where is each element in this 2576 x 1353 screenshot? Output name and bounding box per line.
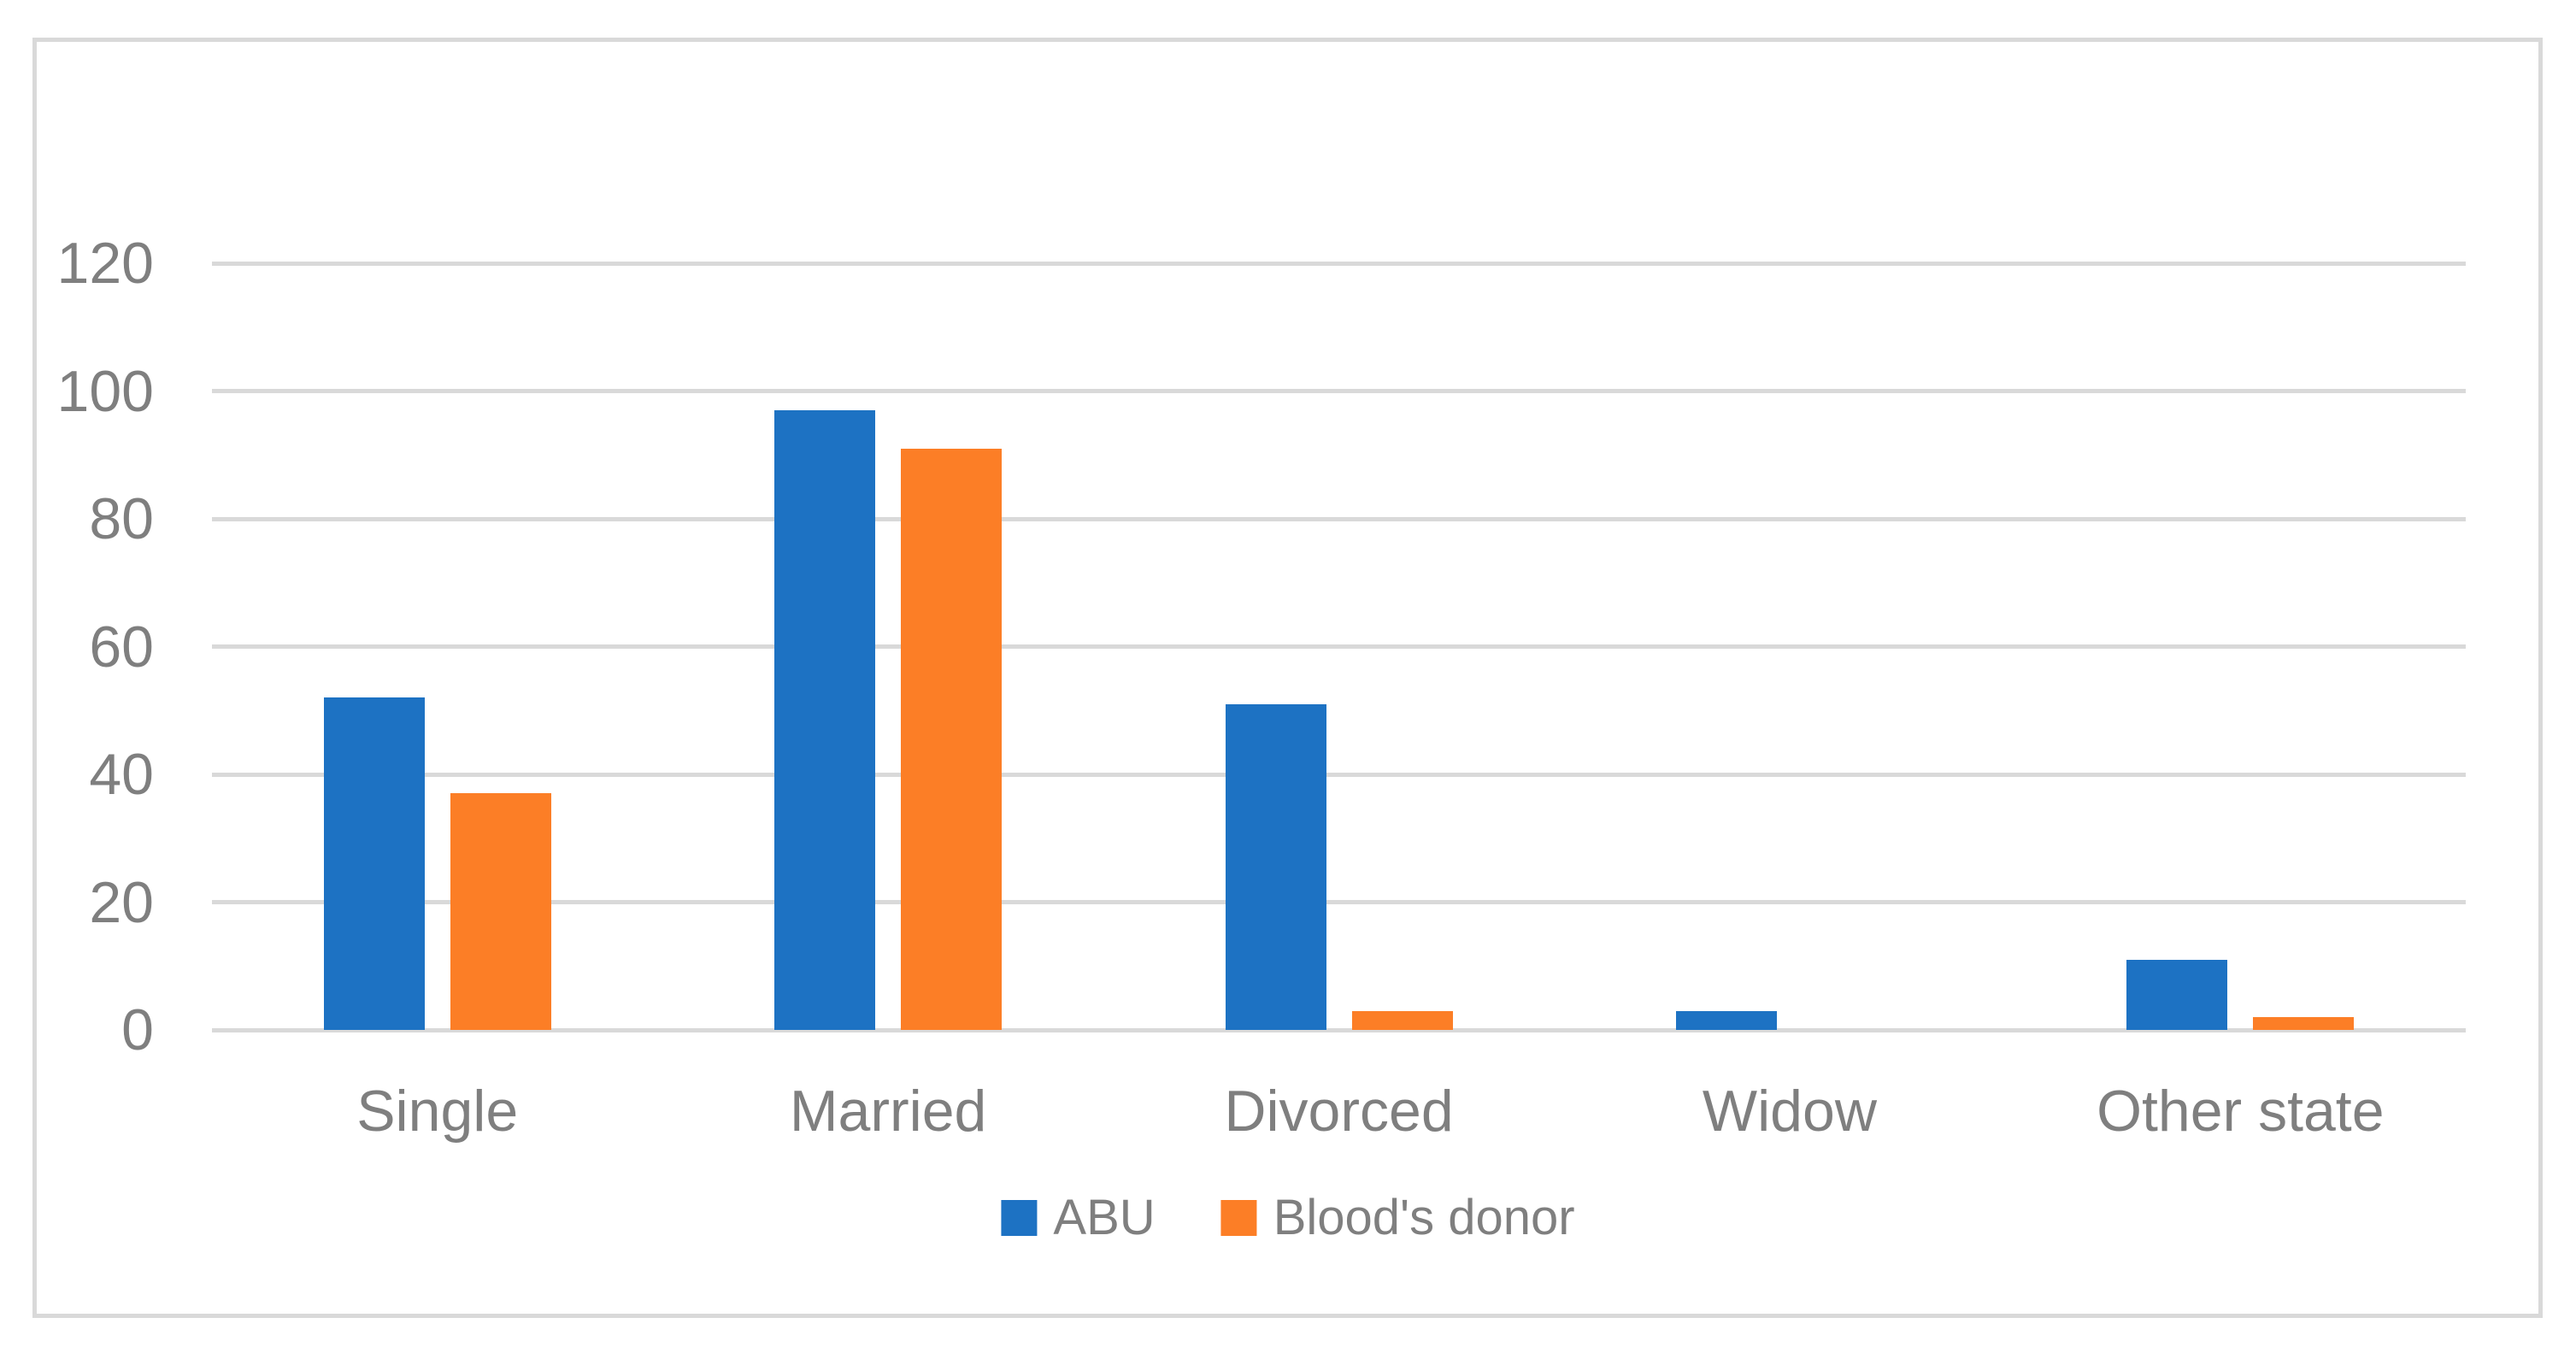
bar-abu-married: [774, 409, 876, 1030]
gridlines-layer: [212, 261, 2466, 1032]
chart-outer-border: [32, 38, 2543, 1318]
gridline-40: [212, 772, 2466, 777]
legend-item-abu: ABU: [1001, 1188, 1156, 1248]
y-tick-label-40: 40: [89, 742, 154, 807]
bar-group-married: [662, 263, 1113, 1030]
bar-blood-s-donor-other-state: [2253, 1017, 2355, 1030]
x-category-label-divorced: Divorced: [1224, 1079, 1454, 1144]
plot-area: [212, 263, 2466, 1030]
y-tick-label-20: 20: [89, 869, 154, 935]
x-category-label-widow: Widow: [1702, 1079, 1877, 1144]
x-category-label-single: Single: [356, 1079, 519, 1144]
legend-item-blood-s-donor: Blood's donor: [1220, 1188, 1575, 1248]
gridline-60: [212, 644, 2466, 649]
bar-group-single: [212, 263, 662, 1030]
bar-abu-other-state: [2126, 959, 2228, 1030]
bar-abu-widow: [1675, 1010, 1777, 1030]
bar-blood-s-donor-married: [901, 448, 1003, 1030]
legend-label-abu: ABU: [1053, 1190, 1156, 1245]
x-category-label-married: Married: [789, 1079, 987, 1144]
bar-group-other-state: [2015, 263, 2466, 1030]
gridline-100: [212, 389, 2466, 393]
gridline-120: [212, 261, 2466, 266]
y-tick-label-60: 60: [89, 614, 154, 679]
legend-swatch-blood-s-donor: [1220, 1200, 1257, 1236]
x-axis-category-labels: Single Married Divorced Widow Other state: [212, 1073, 2466, 1150]
legend-swatch-abu: [1001, 1200, 1038, 1236]
y-tick-label-100: 100: [56, 358, 154, 424]
gridline-0: [212, 1027, 2466, 1032]
y-tick-label-80: 80: [89, 486, 154, 551]
chart-legend: ABU Blood's donor: [1001, 1188, 1575, 1248]
gridline-20: [212, 900, 2466, 904]
bar-abu-single: [323, 697, 425, 1030]
bar-abu-divorced: [1225, 703, 1326, 1030]
bar-group-widow: [1564, 263, 2014, 1030]
y-tick-label-0: 0: [121, 997, 154, 1062]
bar-group-divorced: [1114, 263, 1564, 1030]
bar-blood-s-donor-divorced: [1351, 1010, 1453, 1030]
gridline-80: [212, 516, 2466, 521]
bar-blood-s-donor-single: [450, 793, 551, 1030]
y-tick-label-120: 120: [56, 231, 154, 296]
legend-label-blood-s-donor: Blood's donor: [1273, 1190, 1575, 1245]
x-category-label-other-state: Other state: [2097, 1079, 2385, 1144]
